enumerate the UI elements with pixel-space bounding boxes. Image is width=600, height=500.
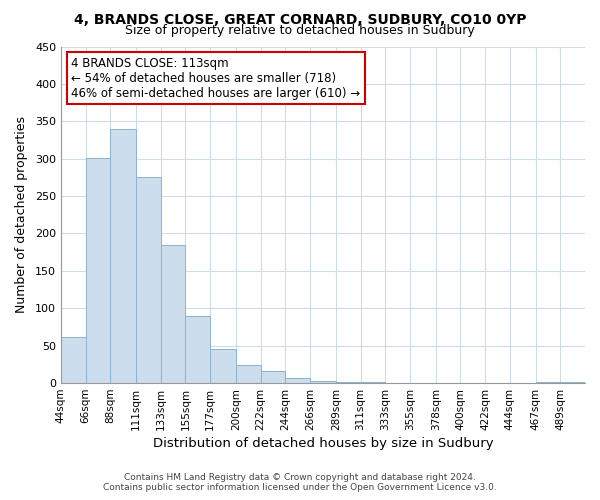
Bar (336, 382, 361, 383)
Text: Size of property relative to detached houses in Sudbury: Size of property relative to detached ho… (125, 24, 475, 37)
Bar (61, 336, 86, 383)
Bar (136, 178, 161, 383)
Bar (536, 382, 560, 383)
Text: 4, BRANDS CLOSE, GREAT CORNARD, SUDBURY, CO10 0YP: 4, BRANDS CLOSE, GREAT CORNARD, SUDBURY,… (74, 12, 526, 26)
Bar (286, 378, 310, 383)
Bar (210, 350, 236, 383)
Bar (86, 158, 110, 383)
Text: 4 BRANDS CLOSE: 113sqm
← 54% of detached houses are smaller (718)
46% of semi-de: 4 BRANDS CLOSE: 113sqm ← 54% of detached… (71, 56, 361, 100)
Bar (260, 371, 286, 383)
Bar (185, 316, 210, 383)
Bar (236, 365, 260, 383)
Y-axis label: Number of detached properties: Number of detached properties (15, 116, 28, 314)
Bar (560, 382, 585, 383)
Bar (110, 129, 136, 383)
X-axis label: Distribution of detached houses by size in Sudbury: Distribution of detached houses by size … (152, 437, 493, 450)
Text: Contains HM Land Registry data © Crown copyright and database right 2024.
Contai: Contains HM Land Registry data © Crown c… (103, 473, 497, 492)
Bar (161, 246, 185, 383)
Bar (361, 382, 385, 383)
Bar (310, 381, 336, 383)
